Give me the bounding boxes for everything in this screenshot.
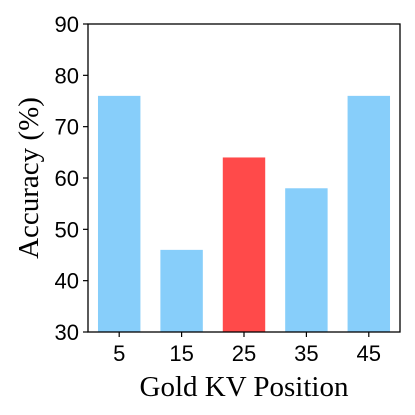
bar-15: [160, 250, 202, 332]
y-tick-label: 30: [55, 320, 79, 345]
x-tick-label: 25: [232, 341, 256, 366]
x-tick-label: 45: [357, 341, 381, 366]
y-tick-label: 90: [55, 12, 79, 37]
x-axis-label: Gold KV Position: [140, 371, 349, 403]
bar-5: [98, 96, 140, 332]
x-tick-label: 35: [294, 341, 318, 366]
y-axis-ticks: 30 40 50 60 70 80 90: [55, 12, 88, 345]
x-tick-label: 5: [113, 341, 125, 366]
bars-layer: [98, 96, 390, 332]
x-axis-ticks: 5 15 25 35 45: [113, 332, 381, 366]
bar-35: [285, 188, 327, 332]
y-tick-label: 70: [55, 115, 79, 140]
y-axis-label: Accuracy (%): [13, 97, 45, 259]
bar-25: [223, 157, 265, 332]
x-tick-label: 15: [169, 341, 193, 366]
y-tick-label: 40: [55, 269, 79, 294]
y-tick-label: 80: [55, 63, 79, 88]
y-tick-label: 50: [55, 217, 79, 242]
bar-45: [348, 96, 390, 332]
y-tick-label: 60: [55, 166, 79, 191]
